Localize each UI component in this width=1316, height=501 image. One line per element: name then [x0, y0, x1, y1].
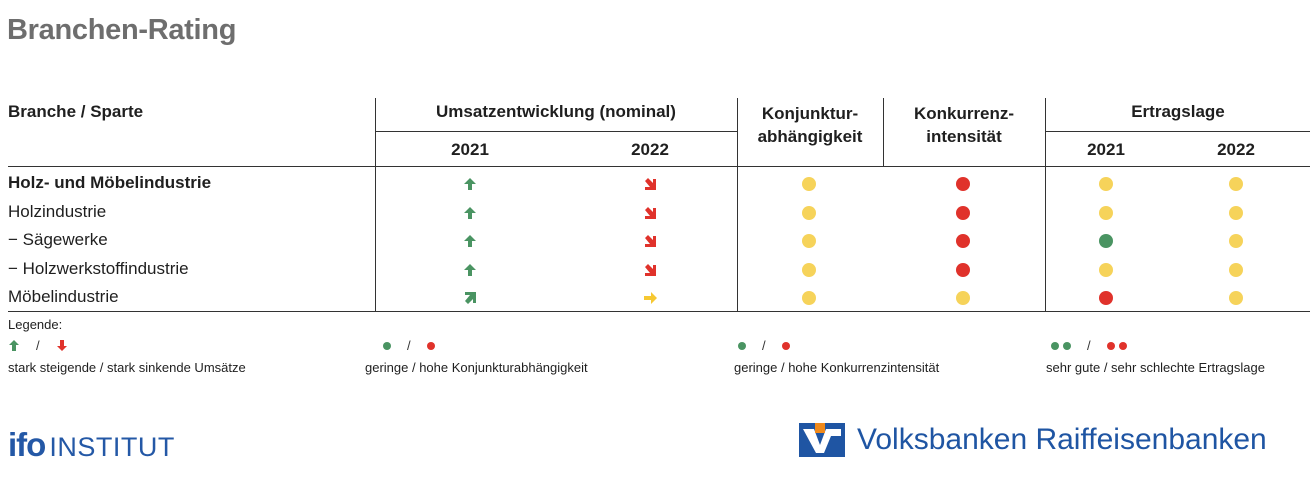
header-branche: Branche / Sparte [8, 102, 144, 121]
red-dot-icon [951, 172, 975, 196]
arrow-up-icon [458, 172, 482, 196]
divider-v-konjunktur [737, 98, 738, 312]
red-dot-icon [1106, 341, 1115, 350]
divider-v-konkurrenz [883, 98, 884, 166]
red-dot-icon [1118, 341, 1127, 350]
header-ertrag: Ertragslage [1131, 102, 1225, 121]
row-label: Holzindustrie [8, 202, 107, 221]
red-dot-icon [426, 341, 435, 350]
red-dot-icon [951, 201, 975, 225]
row-label: Möbelindustrie [8, 287, 119, 306]
header-ertrag-2021: 2021 [1087, 140, 1125, 159]
volksbanken-text: Volksbanken Raiffeisenbanken [857, 423, 1267, 456]
header-umsatz: Umsatzentwicklung (nominal) [436, 102, 676, 121]
legend-slash: / [407, 338, 411, 353]
vr-bank-icon [799, 423, 845, 457]
ifo-mark: ifo [8, 426, 46, 463]
red-dot-icon [781, 341, 790, 350]
header-ertrag-2022: 2022 [1217, 140, 1255, 159]
yellow-dot-icon [1094, 201, 1118, 225]
header-umsatz-2022: 2022 [631, 140, 669, 159]
yellow-dot-icon [1094, 258, 1118, 282]
arrow-up-right-icon [458, 286, 482, 310]
row-label: Holz- und Möbelindustrie [8, 173, 212, 192]
yellow-dot-icon [1224, 286, 1248, 310]
yellow-dot-icon [797, 286, 821, 310]
green-dot-icon [383, 341, 391, 350]
green-dot-icon [738, 341, 746, 350]
legend-slash: / [1087, 338, 1091, 353]
legend-konjunktur-symbols: / [383, 338, 435, 353]
yellow-dot-icon [797, 229, 821, 253]
arrow-right-icon [638, 286, 662, 310]
arrow-up-icon [9, 340, 19, 351]
green-dot-icon [1063, 341, 1071, 350]
row-label: − Sägewerke [8, 230, 108, 249]
legend-title: Legende: [8, 317, 63, 332]
divider-h-header [8, 166, 1310, 167]
legend-konkurrenz-symbols: / [738, 338, 790, 353]
header-umsatz-2021: 2021 [451, 140, 489, 159]
legend-konkurrenz-label: geringe / hohe Konkurrenzintensität [734, 360, 940, 375]
arrow-down-right-icon [638, 201, 662, 225]
arrow-up-icon [458, 258, 482, 282]
arrow-down-right-icon [638, 172, 662, 196]
green-dot-icon [1051, 341, 1059, 350]
header-konjunktur: Konjunktur- abhängigkeit [757, 104, 863, 146]
yellow-dot-icon [797, 172, 821, 196]
arrow-up-icon [458, 229, 482, 253]
yellow-dot-icon [1224, 229, 1248, 253]
legend-ertrag-label: sehr gute / sehr schlechte Ertragslage [1046, 360, 1265, 375]
divider-h-bottom [8, 311, 1310, 312]
row-label: − Holzwerkstoffindustrie [8, 259, 189, 278]
green-dot-icon [1094, 229, 1118, 253]
yellow-dot-icon [1224, 172, 1248, 196]
arrow-up-icon [458, 201, 482, 225]
yellow-dot-icon [951, 286, 975, 310]
divider-v-umsatz [375, 98, 376, 312]
legend-ertrag-symbols: / [1051, 338, 1127, 353]
red-dot-icon [951, 258, 975, 282]
page-title: Branchen-Rating [7, 14, 237, 46]
divider-v-ertrag [1045, 98, 1046, 312]
yellow-dot-icon [1224, 201, 1248, 225]
yellow-dot-icon [1094, 172, 1118, 196]
legend-konjunktur-label: geringe / hohe Konjunkturabhängigkeit [365, 360, 588, 375]
red-dot-icon [951, 229, 975, 253]
legend-slash: / [762, 338, 766, 353]
ifo-text: INSTITUT [49, 432, 175, 462]
yellow-dot-icon [797, 258, 821, 282]
header-konkurrenz: Konkurrenz- intensität [913, 104, 1015, 146]
divider-h-umsatz [376, 131, 737, 132]
legend-slash: / [36, 338, 40, 353]
volksbanken-logo: Volksbanken Raiffeisenbanken [799, 423, 1267, 457]
ifo-institut-logo: ifo INSTITUT [8, 426, 175, 464]
yellow-dot-icon [797, 201, 821, 225]
divider-h-ertrag [1046, 131, 1310, 132]
arrow-down-right-icon [638, 258, 662, 282]
arrow-down-right-icon [638, 229, 662, 253]
yellow-dot-icon [1224, 258, 1248, 282]
legend-umsatz-symbols: / [8, 338, 68, 353]
legend-umsatz-label: stark steigende / stark sinkende Umsätze [8, 360, 246, 375]
red-dot-icon [1094, 286, 1118, 310]
arrow-down-icon [56, 340, 67, 351]
